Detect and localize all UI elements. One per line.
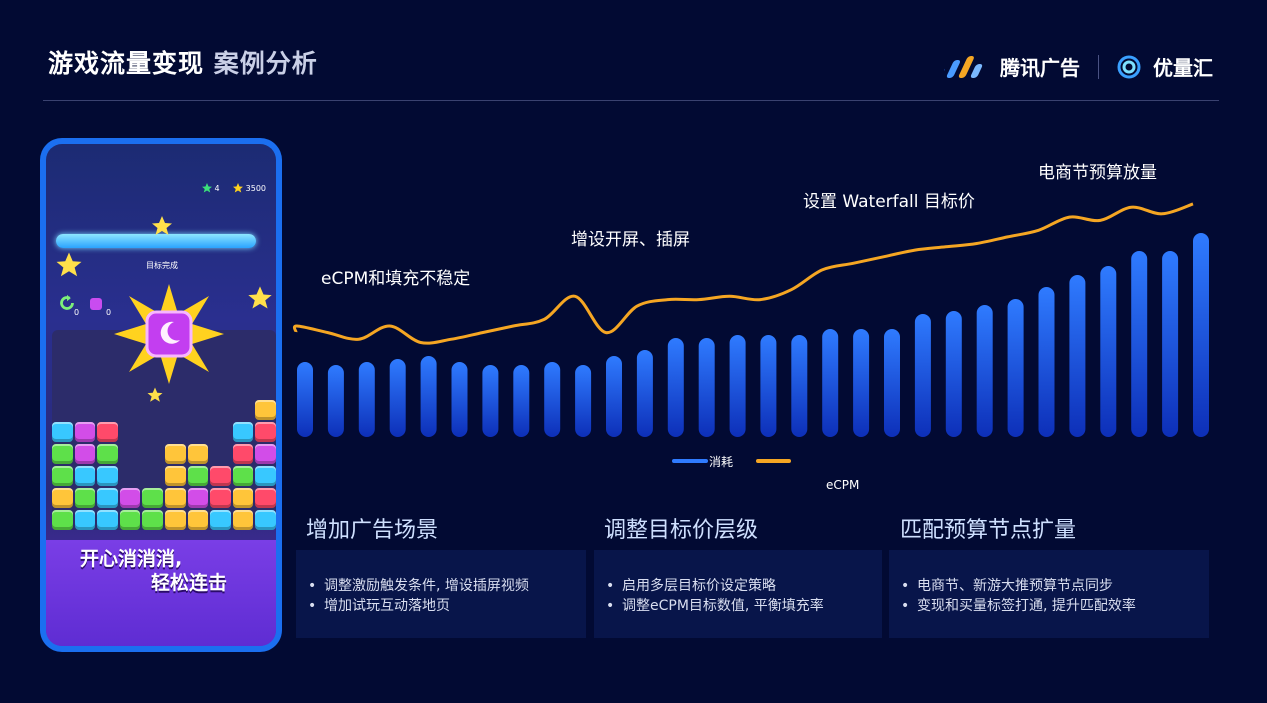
- card-budget: 电商节、新游大推预算节点同步 变现和买量标签打通, 提升匹配效率: [889, 550, 1209, 638]
- card-ad-scenes: 调整激励触发条件, 增设插屏视频 增加试玩互动落地页: [296, 550, 586, 638]
- spend-bar: [884, 329, 900, 437]
- spend-bar: [1007, 299, 1024, 437]
- spend-bar: [1131, 251, 1148, 437]
- spend-bar: [729, 335, 746, 437]
- annotation-1: eCPM和填充不稳定: [321, 269, 470, 289]
- card-title-budget: 匹配预算节点扩量: [900, 518, 1077, 543]
- card-item: 电商节、新游大推预算节点同步: [901, 576, 1209, 596]
- slogan-line-2: 轻松连击: [151, 572, 228, 594]
- hud-stars: 4: [201, 182, 220, 194]
- card-title-target-price: 调整目标价层级: [604, 518, 759, 543]
- hud-score-value: 3500: [245, 183, 266, 193]
- gold-star-icon: [152, 216, 172, 235]
- annotation-4: 电商节预算放量: [1038, 163, 1157, 183]
- counter-right: 0: [106, 308, 112, 317]
- page-title-main: 游戏流量变现: [48, 49, 205, 78]
- annotation-3: 设置 Waterfall 目标价: [803, 192, 975, 212]
- card-item: 启用多层目标价设定策略: [606, 576, 882, 596]
- spend-bar: [482, 365, 499, 437]
- logo-divider: [1098, 54, 1099, 79]
- sunburst-icon: [114, 284, 224, 384]
- spend-bar: [389, 359, 406, 437]
- spend-bar: [760, 335, 777, 437]
- spend-bar: [667, 338, 684, 437]
- youlianghui-logo-text: 优量汇: [1153, 56, 1213, 80]
- legend-spend-label: 消耗: [709, 455, 733, 469]
- page-title-accent: 案例分析: [213, 49, 318, 78]
- gold-star-icon: [147, 387, 163, 402]
- game-screen: 4 3500 目标完成 0 0: [46, 144, 276, 646]
- youlianghui-logo-icon: [1117, 55, 1141, 78]
- spend-bar: [358, 362, 375, 437]
- counter-left: 0: [74, 308, 80, 317]
- game-slogan-banner: 开心消消消, 轻松连击: [46, 540, 276, 646]
- header-divider: [43, 100, 1219, 101]
- tencent-ads-logo-icon: [944, 55, 983, 78]
- spend-bar: [327, 365, 344, 437]
- slogan-line-1: 开心消消消,: [80, 548, 183, 570]
- spend-bar: [914, 314, 931, 437]
- game-hud: 4 3500: [201, 182, 266, 194]
- card-item: 增加试玩互动落地页: [308, 596, 586, 616]
- magic-potion-icon[interactable]: [88, 294, 104, 312]
- card-target-price: 启用多层目标价设定策略 调整eCPM目标数值, 平衡填充率: [594, 550, 882, 638]
- spend-bar: [513, 365, 530, 437]
- spend-bar: [976, 305, 993, 437]
- hud-score: 3500: [232, 182, 266, 194]
- back-arrow-icon[interactable]: [56, 292, 78, 314]
- spend-bar: [1100, 266, 1117, 437]
- spend-bar: [853, 329, 870, 437]
- progress-label: 目标完成: [146, 261, 178, 270]
- block-grid: [52, 400, 276, 530]
- hud-stars-value: 4: [214, 183, 220, 193]
- spend-bar: [606, 356, 622, 437]
- gold-star-icon: [248, 286, 272, 309]
- spend-bar: [698, 338, 715, 437]
- gold-star-icon: [232, 183, 243, 193]
- page-title: 游戏流量变现 案例分析: [48, 44, 318, 80]
- gold-star-icon: [56, 252, 82, 277]
- card-title-ad-scenes: 增加广告场景: [306, 518, 439, 543]
- annotation-2: 增设开屏、插屏: [571, 230, 690, 250]
- green-star-icon: [201, 183, 212, 193]
- spend-bar: [822, 329, 839, 437]
- spend-bar: [945, 311, 962, 437]
- spend-bar: [1193, 233, 1209, 437]
- spend-bar: [420, 356, 437, 437]
- spend-bar: [451, 362, 468, 437]
- card-item: 调整eCPM目标数值, 平衡填充率: [606, 596, 882, 616]
- ecpm-line: [292, 202, 1194, 345]
- spend-bar: [636, 350, 653, 437]
- level-progress-bar: [56, 234, 256, 248]
- card-item: 变现和买量标签打通, 提升匹配效率: [901, 596, 1209, 616]
- spend-bar: [544, 362, 561, 437]
- spend-bar: [791, 335, 808, 437]
- spend-bar: [1038, 287, 1055, 437]
- spend-bar: [297, 362, 313, 437]
- spend-bar: [575, 365, 592, 437]
- spend-bar: [1069, 275, 1086, 437]
- legend-ecpm-label: eCPM: [826, 478, 859, 492]
- spend-bar: [1162, 251, 1179, 437]
- phone-mockup: 4 3500 目标完成 0 0: [40, 138, 282, 652]
- brand-logos: 腾讯广告 优量汇: [944, 52, 1213, 81]
- card-item: 调整激励触发条件, 增设插屏视频: [308, 576, 586, 596]
- tencent-ads-logo-text: 腾讯广告: [1000, 56, 1080, 80]
